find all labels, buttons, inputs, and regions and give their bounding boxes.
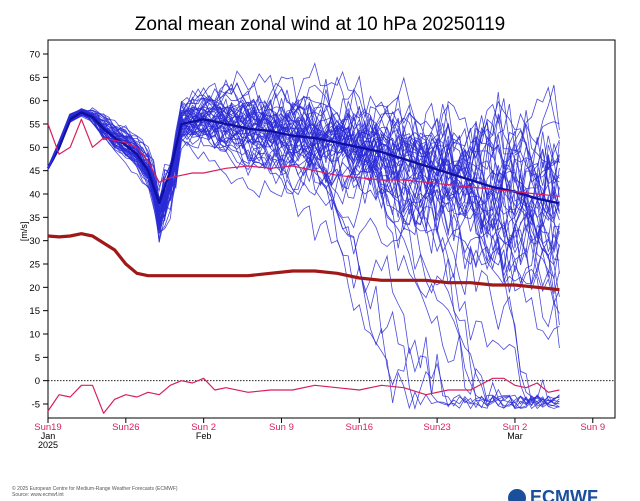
- x-tick-year: 2025: [38, 440, 58, 450]
- ensemble-member-line: [47, 70, 560, 305]
- x-tick-month: Mar: [507, 431, 523, 441]
- ensemble-member-line: [47, 96, 560, 326]
- ecmwf-logo-mark: [508, 489, 526, 501]
- y-tick-label: 35: [29, 213, 40, 224]
- x-tick-label: Sun 2: [503, 422, 528, 433]
- axes: -50510152025303540455055606570[m/s]Sun19…: [19, 50, 605, 451]
- y-tick-label: -5: [32, 400, 40, 411]
- x-tick-label: Sun19: [34, 422, 61, 433]
- y-tick-label: 60: [29, 96, 40, 107]
- y-tick-label: 40: [29, 190, 40, 201]
- y-tick-label: 5: [35, 353, 40, 364]
- plot-frame: [47, 39, 616, 419]
- ecmwf-logo-text: ECMWF: [530, 488, 598, 501]
- ensemble-member-line: [47, 106, 560, 341]
- y-tick-label: 45: [29, 166, 40, 177]
- ensemble-member-line: [47, 95, 560, 328]
- ensemble-member-line: [47, 78, 560, 218]
- series-lines: [46, 108, 560, 414]
- ensemble-member-line: [47, 97, 560, 408]
- x-tick-label: Sun 9: [580, 422, 605, 433]
- ensemble-member-line: [47, 114, 560, 410]
- series-line-1: [46, 108, 82, 169]
- y-tick-label: 50: [29, 143, 40, 154]
- ensemble-member-line: [47, 87, 560, 290]
- y-tick-label: 25: [29, 260, 40, 271]
- ensemble-member-line: [47, 98, 560, 410]
- x-tick-label: Sun26: [112, 422, 139, 433]
- series-line-4: [47, 377, 560, 414]
- copyright-notice: © 2025 European Centre for Medium-Range …: [12, 486, 178, 498]
- x-tick-label: Sun 2: [191, 422, 216, 433]
- y-tick-label: 20: [29, 283, 40, 294]
- x-tick-label: Sun16: [346, 422, 373, 433]
- ensemble-member-line: [47, 94, 560, 408]
- x-tick-label: Sun 9: [269, 422, 294, 433]
- ensemble-member-line: [47, 97, 560, 200]
- y-tick-label: 30: [29, 236, 40, 247]
- y-tick-label: 10: [29, 330, 40, 341]
- y-tick-label: 70: [29, 50, 40, 61]
- x-tick-label: Sun23: [423, 422, 450, 433]
- ensemble-member-line: [47, 109, 560, 209]
- ecmwf-logo: ECMWF: [508, 488, 640, 501]
- series-line-3: [47, 232, 560, 292]
- series-line-0: [46, 111, 560, 205]
- y-tick-label: 55: [29, 120, 40, 131]
- x-tick-month: Jan: [41, 431, 56, 441]
- series-line-2: [47, 118, 560, 197]
- ensemble-member-line: [47, 109, 560, 283]
- copyright-line-2: Source: www.ecmwf.int: [12, 492, 64, 498]
- ensemble-member-line: [47, 98, 560, 219]
- y-tick-label: 15: [29, 306, 40, 317]
- ensemble-members: [47, 62, 560, 411]
- plot-border: [47, 39, 616, 419]
- y-tick-label: 0: [35, 376, 40, 387]
- x-tick-month: Feb: [196, 431, 212, 441]
- copyright-line-1: © 2025 European Centre for Medium-Range …: [12, 486, 178, 492]
- ensemble-member-line: [47, 111, 560, 248]
- chart-title: Zonal mean zonal wind at 10 hPa 20250119: [134, 14, 506, 35]
- ensemble-member-line: [47, 82, 560, 239]
- y-axis-label: [m/s]: [19, 222, 29, 242]
- y-tick-label: 65: [29, 73, 40, 84]
